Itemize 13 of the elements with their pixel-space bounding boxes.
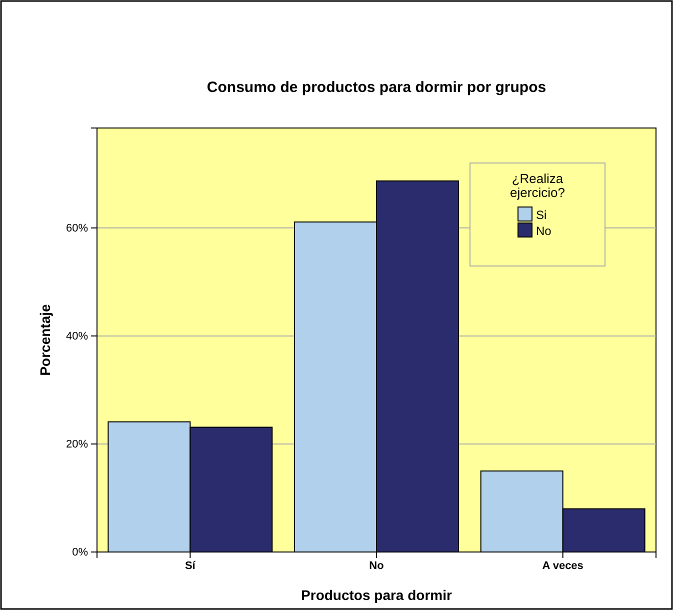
y-tick-label: 20% [66,438,88,450]
chart-title: Consumo de productos para dormir por grupos [206,79,546,96]
y-axis-title: Porcentaje [37,304,53,376]
y-tick-label: 0% [72,546,88,559]
legend-label: No [536,224,552,238]
legend-label: Si [536,208,547,222]
x-tick-label: No [369,560,384,572]
legend-title: ¿Realiza ejercicio? [510,171,565,200]
x-axis-title: Productos para dormir [301,587,453,603]
y-tick-label: 60% [66,222,88,234]
y-tick-label: 40% [66,330,88,342]
x-tick-label: A veces [542,560,584,572]
x-tick-label: Sí [184,560,196,572]
